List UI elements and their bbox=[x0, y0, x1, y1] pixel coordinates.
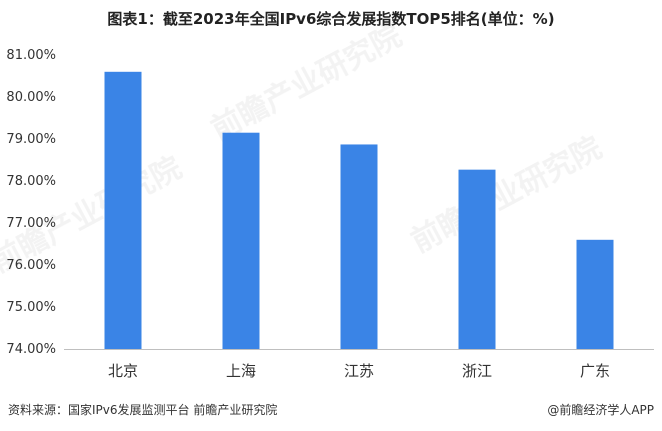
y-tick-label: 74.00% bbox=[6, 342, 56, 357]
x-tick-label: 上海 bbox=[226, 362, 256, 380]
bar-1 bbox=[104, 71, 142, 350]
footer: 资料来源：国家IPv6发展监测平台 前瞻产业研究院 @前瞻经济学人APP bbox=[8, 401, 654, 421]
source-note: 资料来源：国家IPv6发展监测平台 前瞻产业研究院 bbox=[8, 403, 278, 417]
brand-credit: @前瞻经济学人APP bbox=[547, 403, 654, 417]
bar-5 bbox=[576, 239, 614, 349]
x-tick-label: 广东 bbox=[580, 362, 610, 380]
y-tick-label: 75.00% bbox=[6, 300, 56, 315]
bar-3 bbox=[340, 144, 378, 349]
y-tick-label: 78.00% bbox=[6, 174, 56, 189]
bar-2 bbox=[222, 132, 260, 349]
x-tick-label: 浙江 bbox=[462, 362, 492, 380]
y-tick-label: 81.00% bbox=[6, 48, 56, 63]
bar-4 bbox=[458, 169, 496, 349]
x-tick-label: 北京 bbox=[108, 362, 138, 380]
y-tick-label: 77.00% bbox=[6, 216, 56, 231]
bar-chart: 74.00% 75.00% 76.00% 77.00% 78.00% 79.00% 80.0… bbox=[6, 48, 654, 380]
chart-title: 图表1：截至2023年全国IPv6综合发展指数TOP5排名(单位：%) bbox=[107, 10, 555, 28]
x-axis-labels: 北京 上海 江苏 浙江 广东 bbox=[108, 362, 610, 380]
x-tick-label: 江苏 bbox=[344, 362, 374, 380]
y-tick-label: 79.00% bbox=[6, 132, 56, 147]
bars bbox=[104, 71, 614, 350]
y-axis-labels: 74.00% 75.00% 76.00% 77.00% 78.00% 79.00% 80.0… bbox=[6, 48, 56, 357]
y-tick-label: 80.00% bbox=[6, 90, 56, 105]
y-tick-label: 76.00% bbox=[6, 258, 56, 273]
